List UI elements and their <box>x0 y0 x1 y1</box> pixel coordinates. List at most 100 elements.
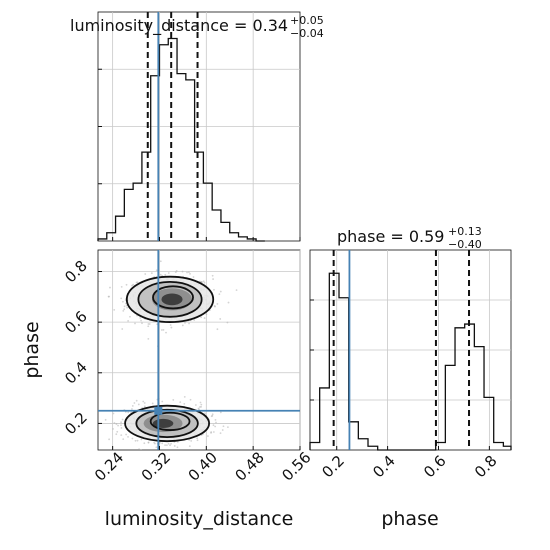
scatter-point <box>125 283 128 286</box>
scatter-point <box>164 273 167 276</box>
y-tick-label: 0.4 <box>61 358 91 388</box>
tick-marks <box>98 68 301 241</box>
contour-line <box>124 404 210 443</box>
scatter-point <box>211 274 214 277</box>
luminosity-distance-title-sup: +0.05 <box>290 14 324 27</box>
scatter-point <box>147 441 150 444</box>
scatter-point <box>120 286 123 288</box>
scatter-point <box>196 437 199 440</box>
quantile-lines <box>146 12 199 241</box>
scatter-point <box>127 411 130 414</box>
scatter-point <box>120 434 123 437</box>
scatter-point <box>131 437 134 440</box>
scatter-point <box>120 424 122 427</box>
scatter-point <box>165 331 167 334</box>
scatter-point <box>141 322 143 325</box>
contour-line <box>149 411 191 431</box>
scatter-point <box>181 324 184 327</box>
scatter-point <box>112 428 114 430</box>
scatter-point <box>200 316 203 319</box>
scatter-point <box>137 403 140 406</box>
quantile-lines <box>332 250 471 450</box>
scatter-point <box>115 433 118 436</box>
scatter-point <box>143 442 146 445</box>
scatter-point <box>122 309 125 312</box>
scatter-point <box>161 400 164 403</box>
scatter-point <box>183 395 186 398</box>
scatter-point <box>235 289 238 292</box>
scatter-point <box>125 433 128 436</box>
scatter-point <box>139 317 142 319</box>
phase-title-sub: −0.40 <box>448 238 482 251</box>
scatter-point <box>227 426 229 429</box>
scatter-point <box>167 442 170 445</box>
scatter-point <box>215 421 217 424</box>
scatter-point <box>150 272 153 275</box>
scatter-point <box>181 270 184 273</box>
scatter-point <box>138 448 140 450</box>
x-tick-label: 0.40 <box>185 448 221 484</box>
x-tick-label: 0.56 <box>278 448 314 484</box>
scatter-point <box>132 283 135 286</box>
scatter-point <box>202 280 205 283</box>
scatter-point <box>216 328 219 331</box>
scatter-point <box>212 424 215 427</box>
scatter-point <box>174 271 177 274</box>
x-axis-label-phase: phase <box>381 508 438 530</box>
scatter-point <box>113 422 116 424</box>
scatter-point <box>189 398 192 401</box>
scatter-point <box>136 439 139 442</box>
scatter-point <box>123 305 126 308</box>
truth-marker <box>154 406 163 415</box>
scatter-point <box>121 418 124 421</box>
scatter-point <box>188 271 190 274</box>
scatter-point <box>125 304 128 307</box>
scatter-point <box>219 318 222 320</box>
scatter-point <box>179 401 182 404</box>
tick-marks <box>310 299 490 450</box>
scatter-point <box>144 273 147 275</box>
scatter-point <box>104 418 107 421</box>
scatter-point <box>165 444 168 447</box>
contour-line <box>152 285 194 310</box>
tick-marks <box>98 271 301 450</box>
scatter-point <box>210 432 212 434</box>
scatter-point <box>133 402 136 404</box>
contour-line <box>135 408 199 438</box>
histogram <box>309 272 512 451</box>
scatter-point <box>214 425 217 428</box>
scatter-point <box>140 319 142 322</box>
scatter-point <box>184 321 186 324</box>
scatter-point <box>164 444 166 446</box>
x-tick-label: 0.24 <box>91 448 127 484</box>
scatter-point <box>198 408 200 411</box>
scatter-point <box>170 326 173 329</box>
phase-y-tick-labels: 0.2 0.4 0.6 0.8 <box>61 257 91 438</box>
scatter-point <box>214 305 216 308</box>
scatter-point <box>189 272 191 275</box>
scatter-point <box>155 446 158 449</box>
scatter-point <box>203 317 206 319</box>
histogram-step <box>309 272 512 451</box>
scatter-point <box>131 408 133 410</box>
scatter-point <box>122 438 125 441</box>
scatter-point <box>115 423 118 425</box>
scatter-point <box>199 401 202 404</box>
scatter-point <box>120 297 123 300</box>
scatter-point <box>169 324 172 326</box>
scatter-point <box>151 402 154 405</box>
scatter-point <box>147 337 150 340</box>
y-axis-label-phase: phase <box>21 321 43 378</box>
scatter-point <box>135 281 138 284</box>
scatter-point <box>143 405 146 408</box>
scatter-point <box>192 276 195 278</box>
scatter-point <box>194 404 197 406</box>
scatter-point <box>205 313 208 316</box>
scatter-point <box>160 329 163 331</box>
scatter-point <box>204 412 206 415</box>
x-tick-label: 0.8 <box>471 452 501 482</box>
scatter-point <box>227 301 230 304</box>
scatter-point <box>214 418 217 421</box>
luminosity-distance-title-sub: −0.04 <box>290 27 324 40</box>
x-tick-label: 0.2 <box>318 452 348 482</box>
